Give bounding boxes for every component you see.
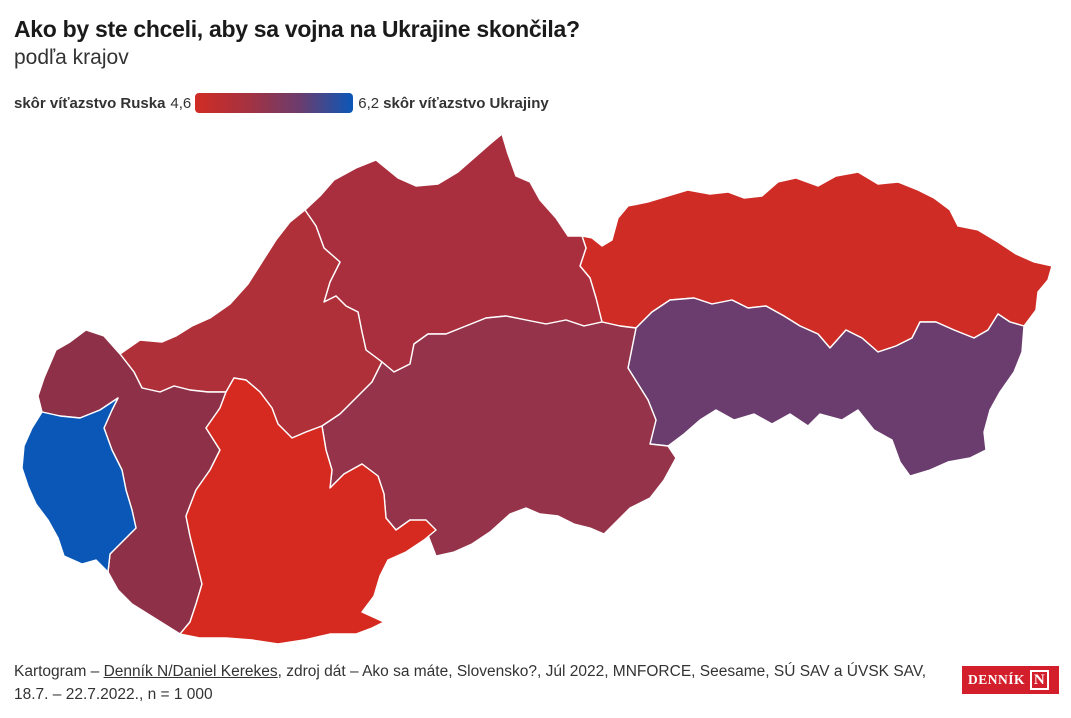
legend-right-label: skôr víťazstvo Ukrajiny [383,94,549,112]
color-legend: skôr víťazstvo Ruska 4,6 6,2 skôr víťazs… [14,92,549,114]
region-bratislava[interactable] [21,397,137,573]
legend-max-value: 6,2 [358,94,380,112]
footer-source-text: , zdroj dát – Ako sa máte, Slovensko?, J… [277,663,927,680]
region-kosice[interactable] [627,297,1025,477]
page-title: Ako by ste chceli, aby sa vojna na Ukraj… [14,16,580,42]
logo-n-icon: N [1030,670,1050,690]
author-link[interactable]: Denník N/Daniel Kerekes [103,663,278,680]
dennik-n-logo[interactable]: DENNÍK N [962,666,1059,694]
page-subtitle: podľa krajov [14,46,129,69]
legend-min-value: 4,6 [170,94,192,112]
footer-prefix: Kartogram – [14,663,104,680]
legend-color-ramp [195,93,354,113]
footer-date-sample: 18.7. – 22.7.2022., n = 1 000 [14,686,213,703]
legend-left-label: skôr víťazstvo Ruska [14,94,166,112]
region-nitra[interactable] [179,377,437,645]
source-footer: Kartogram – Denník N/Daniel Kerekes, zdr… [14,660,944,706]
slovakia-region-map [21,133,1053,645]
logo-wordmark: DENNÍK [968,672,1026,687]
